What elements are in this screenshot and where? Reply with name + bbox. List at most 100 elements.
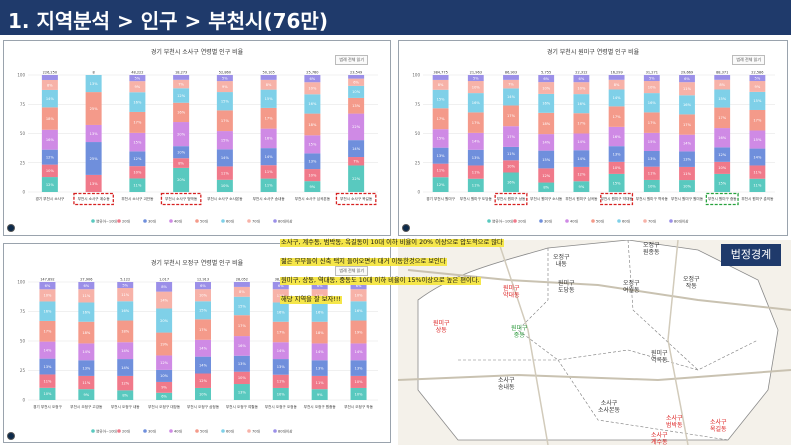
chart-title: 경기 부천시 소사구 연령별 인구 비율 [150,49,244,56]
bar-segment [156,381,173,393]
legend-swatch [195,429,199,433]
segment-label: 6% [200,284,206,288]
bar-segment [216,149,233,167]
legend-read-button[interactable]: 범례 전체 읽기 [732,55,765,65]
segment-label: 15% [753,138,762,142]
bar-segment [608,126,625,147]
legend-swatch [617,219,621,223]
segment-label: 10% [648,184,657,188]
note-line: 젊은 부부들이 신축 택지 들어오면서 대거 이동한것으로 보인다 [280,258,447,266]
bar-segment [195,373,211,388]
bar-segment [117,359,134,376]
segment-label: 17% [718,116,727,120]
bar-segment [41,89,58,108]
bar-segment [117,301,134,321]
bar-segment [538,168,555,183]
x-tick-label: 부천시 원미구 소사동 [530,196,563,201]
legend-swatch [117,219,121,223]
bar-total-label: 18,273 [175,71,187,75]
segment-label: 14% [277,349,286,353]
segment-label: 18% [316,331,325,335]
legend-swatch [539,219,543,223]
segment-label: 14% [199,363,208,367]
chart-panel-sosa: 경기 부천시 소사구 연령별 인구 비율 범례 전체 읽기 0 25 50 75 100… [3,40,391,236]
segment-label: 8% [47,83,53,87]
bar-segment [233,336,250,356]
segment-label: 10% [43,392,52,396]
segment-label: 9% [310,185,316,189]
segment-label: 13% [683,157,692,161]
bar-segment [749,91,766,110]
bar-segment [749,81,766,92]
bar-segment [195,356,211,374]
bar-segment [749,165,766,179]
segment-label: 5% [135,76,141,80]
bar-segment [260,107,277,129]
legend-read-button[interactable]: 범례 전체 읽기 [335,266,368,276]
segment-label: 5% [473,76,479,80]
segment-label: 12% [46,183,55,187]
bar-segment [304,113,321,136]
segment-label: 9% [161,386,167,390]
map-district-label: 오정구 여월동 [623,280,640,294]
bar-segment [350,320,367,344]
segment-label: 14% [577,140,586,144]
bar-segment [304,181,321,192]
bar-segment [311,321,328,344]
bar-segment [117,375,134,391]
bar-segment [608,89,625,107]
y-tick-label: 50 [20,339,26,344]
legend-swatch [169,219,173,223]
segment-label: 14% [82,350,91,354]
map-district-label: 원미구 약대동 [503,285,520,299]
bar-segment [195,282,211,290]
bar-segment [679,82,695,96]
bar-segment [679,114,695,135]
bar-segment [272,302,289,322]
bar-segment [348,75,365,79]
legend-swatch [565,219,569,223]
x-tick-label: 부천시 원미구 도당동 [460,196,493,201]
bar-segment [432,108,449,130]
bar-segment [311,282,328,290]
segment-label: 11% [753,184,762,188]
segment-label: 8% [719,83,725,87]
segment-label: 15% [718,97,727,101]
bar-segment [41,177,58,192]
segment-label: 13% [82,366,91,370]
bar-segment [41,129,58,150]
map-district-label: 원미구 중동 [511,325,528,339]
bar-segment [78,375,95,390]
bar-segment [608,161,625,174]
segment-label: 15% [221,100,230,104]
bar-total-label: 48,222 [131,71,143,75]
stacked-bar-chart: 0 25 50 75 100 10% 11% 13% 14% 17% 16% 10% 6% 147,892… [17,278,378,433]
legend-label: 20대 [518,218,526,223]
segment-label: 13% [308,160,317,164]
segment-label: 10% [133,171,142,175]
bar-segment [304,153,321,170]
x-tick-label: 부천시 오정구 고강동 [70,404,103,409]
segment-label: 18% [542,122,551,126]
segment-label: 6% [161,395,167,399]
segment-label: 16% [121,309,130,313]
segment-label: 15% [542,158,551,162]
bar-segment [714,147,731,162]
x-tick-label: 부천시 소사구 범박동 [165,196,198,201]
segment-label: 15% [437,97,446,101]
legend-swatch [513,219,517,223]
legend-swatch [273,219,277,223]
segment-label: 22% [352,177,361,181]
legend-read-button[interactable]: 범례 전체 읽기 [335,55,368,65]
x-tick-label: 부천시 오정구 오정동 [265,404,298,409]
segment-label: 16% [43,309,52,313]
bar-segment [85,92,102,125]
bar-segment [714,79,731,90]
map-district-label: 오정구 내동 [553,254,570,268]
analysis-note: 소사구, 계수동, 범박동, 옥길동이 10대 이하 비율이 20% 이상으로 … [280,229,580,305]
y-tick-label: 25 [415,160,421,165]
x-tick-label: 부천시 오정구 작동 [344,404,373,409]
map-district-label: 소사구 범박동 [666,415,683,429]
bar-segment [195,301,211,320]
segment-label: 20% [177,178,186,182]
